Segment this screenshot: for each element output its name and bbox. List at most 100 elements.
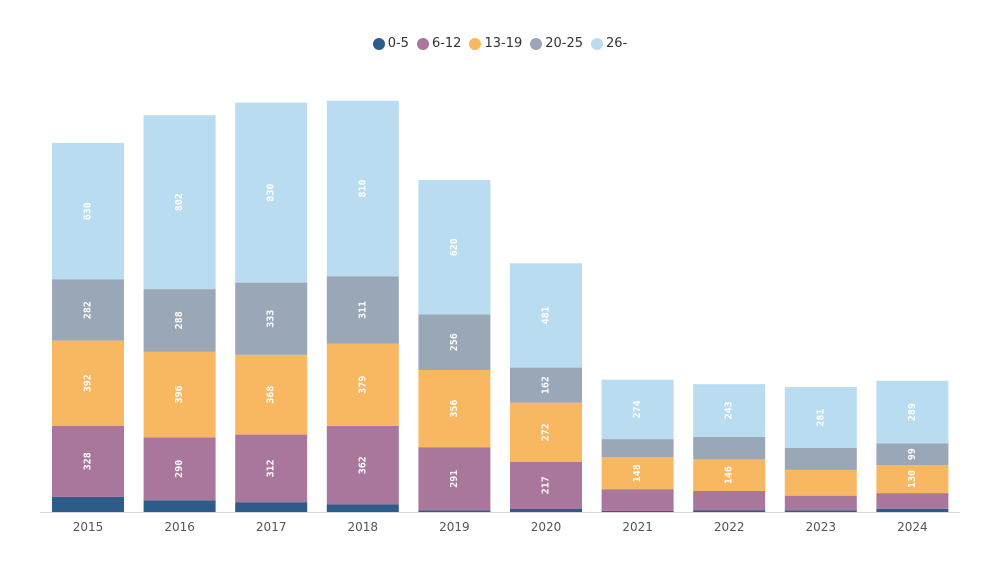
x-tick-label-2021: 2021 [622,520,653,534]
bar-segment-20-25-2019[interactable] [418,314,491,371]
data-label-20-25-2018: 311 [357,301,368,319]
legend-marker [372,37,385,50]
legend-marker [530,37,543,50]
x-tick-label-2024: 2024 [897,520,928,534]
data-label-6-12-2019: 291 [449,470,460,488]
bar-segment-20-25-2024[interactable] [876,443,949,466]
bar-segment-20-25-2015[interactable] [52,279,124,341]
bar-segment-6-12-2016[interactable] [143,437,216,501]
bar-segment-26--2021[interactable] [601,379,674,440]
x-tick-label-2018: 2018 [348,520,379,534]
bar-segment-0-5-2016[interactable] [143,500,216,512]
bar-segment-26--2020[interactable] [510,263,582,368]
data-label-20-25-2019: 256 [449,333,460,351]
bar-segment-13-19-2023[interactable] [784,469,857,496]
bar-segment-0-5-2024[interactable] [876,508,949,512]
bar-segment-20-25-2023[interactable] [784,448,857,470]
data-label-20-25-2024: 99 [907,448,918,460]
legend-item-6-12[interactable]: 6-12 [416,36,462,51]
bar-segment-6-12-2020[interactable] [510,461,582,509]
data-label-26--2023: 281 [815,409,826,427]
legend-item-0-5[interactable]: 0-5 [372,36,409,51]
bar-segment-13-19-2015[interactable] [52,340,124,426]
data-label-6-12-2016: 290 [174,460,185,478]
data-label-26--2020: 481 [541,306,552,324]
legend-label: 6-12 [431,36,462,51]
bar-segment-26--2024[interactable] [876,380,949,444]
data-label-20-25-2020: 162 [541,376,552,394]
bar-segment-26--2022[interactable] [693,384,766,437]
data-label-13-19-2017: 368 [266,386,277,404]
bar-segment-20-25-2016[interactable] [143,289,216,352]
data-label-6-12-2018: 362 [357,456,368,474]
bar-segment-20-25-2017[interactable] [235,282,308,355]
bar-segment-0-5-2017[interactable] [235,502,308,512]
data-label-13-19-2020: 272 [541,423,552,441]
data-label-13-19-2019: 356 [449,400,460,418]
legend-marker [591,37,604,50]
bar-segment-26--2017[interactable] [235,102,308,283]
bar-segment-13-19-2020[interactable] [510,402,582,462]
legend-label: 0-5 [387,36,409,51]
bar-segment-6-12-2017[interactable] [235,434,308,503]
data-label-13-19-2024: 130 [907,470,918,488]
chart-legend: 0-5 6-12 13-19 20-25 26- [0,36,1000,51]
bar-segment-6-12-2015[interactable] [52,425,124,497]
legend-label: 20-25 [545,36,584,51]
bar-segment-0-5-2015[interactable] [52,496,124,512]
bar-segment-6-12-2019[interactable] [418,447,491,511]
bar-segment-6-12-2021[interactable] [601,489,674,511]
data-label-13-19-2018: 379 [357,376,368,394]
bar-segment-20-25-2018[interactable] [326,276,399,344]
bar-segment-6-12-2024[interactable] [876,493,949,509]
bar-segment-20-25-2020[interactable] [510,367,582,403]
bar-segment-13-19-2024[interactable] [876,464,949,494]
x-tick-label-2020: 2020 [531,520,562,534]
bar-segment-0-5-2020[interactable] [510,508,582,512]
bar-segment-26--2016[interactable] [143,115,216,290]
legend-item-26-[interactable]: 26- [591,36,627,51]
data-label-26--2024: 289 [907,403,918,421]
data-label-26--2015: 630 [83,202,94,220]
bar-segment-20-25-2021[interactable] [601,439,674,458]
bar-segment-0-5-2021[interactable] [601,510,674,512]
bar-segment-26--2015[interactable] [52,142,124,280]
x-tick-label-2019: 2019 [439,520,470,534]
bar-segment-26--2019[interactable] [418,180,491,315]
bar-segment-0-5-2019[interactable] [418,510,491,512]
legend-marker [416,37,429,50]
bar-segment-20-25-2022[interactable] [693,436,766,460]
x-tick-label-2023: 2023 [806,520,837,534]
bar-segment-26--2018[interactable] [326,100,399,277]
bar-segment-13-19-2016[interactable] [143,351,216,438]
data-label-13-19-2015: 392 [83,374,94,392]
bar-segment-13-19-2017[interactable] [235,354,308,435]
data-label-26--2017: 830 [266,184,277,202]
data-label-13-19-2016: 396 [174,385,185,403]
data-label-26--2022: 243 [724,401,735,419]
bar-segment-6-12-2022[interactable] [693,491,766,511]
bar-segment-13-19-2021[interactable] [601,457,674,490]
bar-segment-0-5-2018[interactable] [326,504,399,512]
x-tick-label-2017: 2017 [256,520,287,534]
data-label-13-19-2022: 146 [724,466,735,484]
bar-segment-13-19-2022[interactable] [693,459,766,491]
bar-segment-0-5-2022[interactable] [693,510,766,513]
data-label-20-25-2016: 288 [174,311,185,329]
bar-segment-6-12-2018[interactable] [326,425,399,505]
data-label-6-12-2017: 312 [266,459,277,477]
bar-segment-6-12-2023[interactable] [784,495,857,511]
bar-segment-26--2023[interactable] [784,387,857,448]
data-label-26--2016: 802 [174,193,185,211]
x-tick-label-2016: 2016 [164,520,195,534]
data-label-26--2021: 274 [632,400,643,418]
legend-item-20-25[interactable]: 20-25 [530,36,583,51]
data-label-20-25-2015: 282 [83,301,94,319]
bar-segment-13-19-2019[interactable] [418,370,491,448]
bar-segment-0-5-2023[interactable] [784,510,857,512]
data-label-6-12-2020: 217 [541,476,552,494]
legend-label: 13-19 [484,36,523,51]
legend-item-13-19[interactable]: 13-19 [469,36,522,51]
bar-segment-13-19-2018[interactable] [326,343,399,426]
